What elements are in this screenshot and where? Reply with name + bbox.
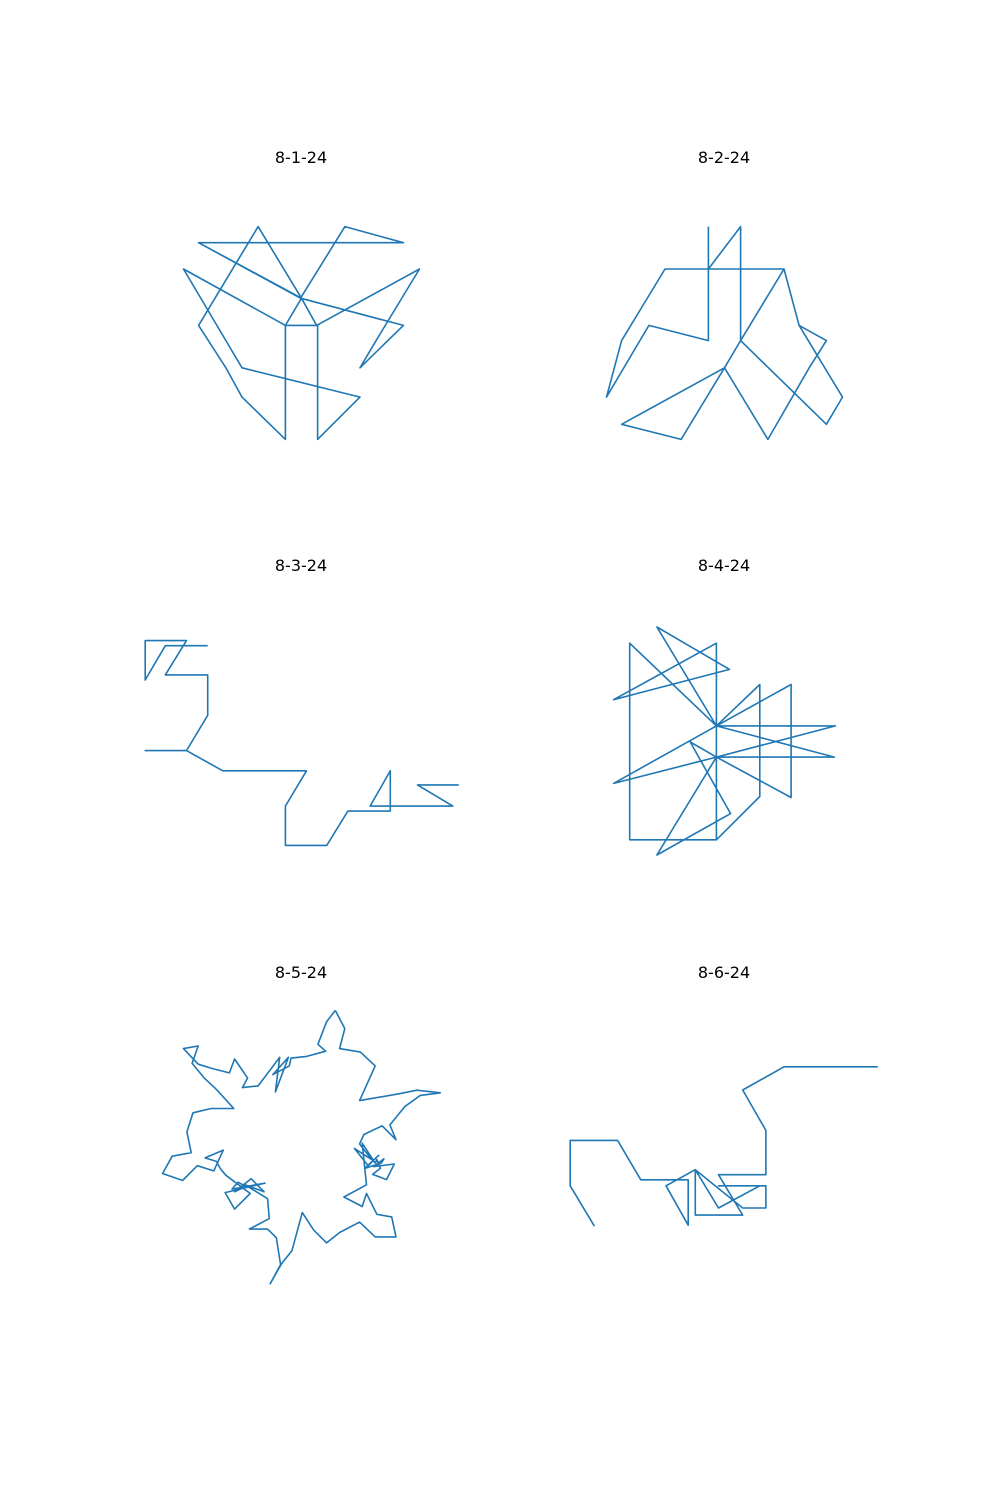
subplot-title: 8-1-24 [275,148,327,167]
subplot-4: 8-4-24 [612,556,837,856]
subplot-5: 8-5-24 [161,963,442,1285]
subplot-title: 8-4-24 [698,556,750,575]
subplot-title: 8-5-24 [275,963,327,982]
series-line [144,639,459,847]
series-line [605,225,844,441]
subplot-2: 8-2-24 [605,148,844,441]
subplot-3: 8-3-24 [144,556,459,847]
series-line [161,1009,442,1285]
subplot-title: 8-6-24 [698,963,750,982]
subplot-title: 8-3-24 [275,556,327,575]
subplot-title: 8-2-24 [698,148,750,167]
subplot-1: 8-1-24 [182,148,421,441]
series-line [569,1066,878,1227]
series-line [182,225,421,441]
series-line [612,626,837,856]
subplot-6: 8-6-24 [569,963,878,1227]
